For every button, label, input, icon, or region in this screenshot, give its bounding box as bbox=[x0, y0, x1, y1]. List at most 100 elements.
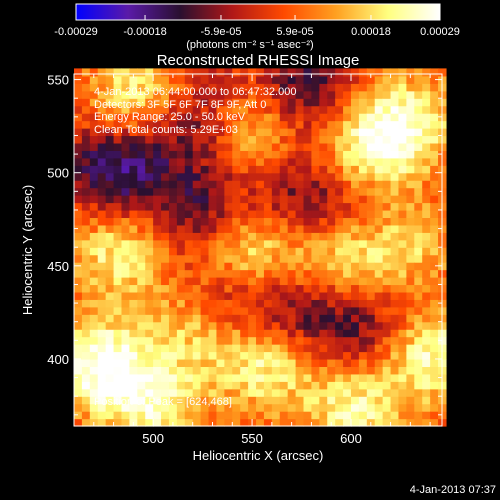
heatmap-cell bbox=[208, 277, 218, 286]
heatmap-cell bbox=[263, 120, 273, 129]
heatmap-cell bbox=[168, 396, 178, 405]
heatmap-cell bbox=[137, 90, 146, 99]
heatmap-cell bbox=[248, 247, 257, 256]
heatmap-cell bbox=[153, 128, 162, 137]
heatmap-cell bbox=[295, 388, 305, 397]
heatmap-cell bbox=[319, 98, 328, 107]
heatmap-cell bbox=[200, 403, 210, 412]
heatmap-cell bbox=[89, 180, 99, 189]
heatmap-cell bbox=[438, 68, 447, 77]
heatmap-cell bbox=[200, 105, 210, 114]
heatmap-cell bbox=[153, 232, 162, 241]
heatmap-cell bbox=[430, 113, 439, 122]
heatmap-cell bbox=[263, 224, 273, 233]
heatmap-cell bbox=[398, 209, 407, 219]
heatmap-cell bbox=[382, 247, 392, 256]
heatmap-cell bbox=[97, 209, 107, 219]
heatmap-cell bbox=[176, 299, 186, 308]
heatmap-cell bbox=[303, 142, 313, 151]
heatmap-cell bbox=[382, 232, 392, 241]
heatmap-cell bbox=[414, 128, 423, 137]
heatmap-cell bbox=[200, 202, 210, 211]
heatmap-cell bbox=[224, 105, 233, 114]
heatmap-cell bbox=[81, 217, 91, 226]
heatmap-cell bbox=[319, 403, 328, 412]
heatmap-cell bbox=[366, 269, 376, 278]
heatmap-cell bbox=[406, 262, 415, 271]
heatmap-cell bbox=[374, 105, 384, 114]
heatmap-cell bbox=[414, 239, 423, 248]
heatmap-cell bbox=[374, 388, 384, 397]
heatmap-cell bbox=[406, 366, 415, 375]
heatmap-cell bbox=[161, 98, 170, 107]
heatmap-cell bbox=[240, 105, 249, 114]
heatmap-cell bbox=[382, 344, 392, 353]
heatmap-cell bbox=[374, 187, 384, 196]
heatmap-cell bbox=[398, 396, 407, 405]
heatmap-cell bbox=[406, 128, 415, 137]
heatmap-cell bbox=[311, 202, 320, 211]
heatmap-cell bbox=[232, 291, 241, 300]
heatmap-cell bbox=[145, 128, 154, 137]
heatmap-cell bbox=[81, 165, 91, 174]
heatmap-cell bbox=[137, 403, 146, 412]
heatmap-cell bbox=[430, 411, 439, 420]
heatmap-cell bbox=[271, 418, 281, 427]
heatmap-cell bbox=[311, 262, 320, 271]
heatmap-cell bbox=[89, 142, 99, 151]
heatmap-cell bbox=[192, 388, 202, 397]
heatmap-cell bbox=[200, 306, 210, 315]
heatmap-cell bbox=[74, 284, 83, 293]
heatmap-cell bbox=[168, 187, 178, 196]
heatmap-cell bbox=[168, 195, 178, 204]
heatmap-cell bbox=[89, 232, 99, 241]
heatmap-cell bbox=[216, 113, 225, 122]
heatmap-cell bbox=[81, 150, 91, 159]
heatmap-cell bbox=[295, 105, 305, 114]
heatmap-cell bbox=[113, 83, 123, 92]
heatmap-cell bbox=[350, 277, 360, 286]
heatmap-cell bbox=[145, 403, 154, 412]
heatmap-cell bbox=[248, 388, 257, 397]
heatmap-cell bbox=[216, 418, 225, 427]
heatmap-cell bbox=[319, 262, 328, 271]
heatmap-cell bbox=[137, 105, 146, 114]
heatmap-cell bbox=[97, 358, 107, 367]
heatmap-cell bbox=[129, 113, 138, 122]
heatmap-cell bbox=[414, 299, 423, 308]
heatmap-cell bbox=[335, 187, 344, 196]
heatmap-cell bbox=[382, 98, 392, 107]
heatmap-cell bbox=[390, 202, 400, 211]
heatmap-cell bbox=[240, 180, 249, 189]
heatmap-cell bbox=[121, 105, 130, 114]
heatmap-cell bbox=[287, 284, 297, 293]
heatmap-cell bbox=[366, 262, 376, 271]
heatmap-cell bbox=[248, 98, 257, 107]
heatmap-cell bbox=[350, 195, 360, 204]
heatmap-cell bbox=[192, 128, 202, 137]
heatmap-cell bbox=[161, 165, 170, 174]
heatmap-cell bbox=[81, 98, 91, 107]
heatmap-cell bbox=[240, 262, 249, 271]
heatmap-cell bbox=[137, 373, 146, 382]
heatmap-cell bbox=[168, 336, 178, 345]
heatmap-cell bbox=[327, 157, 336, 166]
heatmap-cell bbox=[145, 247, 154, 256]
heatmap-cell bbox=[366, 120, 376, 129]
heatmap-cell bbox=[81, 142, 91, 151]
heatmap-cell bbox=[414, 217, 423, 226]
heatmap-cell bbox=[390, 68, 400, 77]
heatmap-cell bbox=[153, 299, 162, 308]
heatmap-cell bbox=[89, 135, 99, 144]
heatmap-cell bbox=[168, 217, 178, 226]
heatmap-cell bbox=[184, 247, 194, 256]
heatmap-cell bbox=[256, 358, 265, 367]
heatmap-cell bbox=[271, 284, 281, 293]
heatmap-cell bbox=[224, 98, 233, 107]
heatmap-cell bbox=[121, 381, 130, 390]
heatmap-cell bbox=[406, 239, 415, 248]
heatmap-cell bbox=[176, 373, 186, 382]
heatmap-cell bbox=[287, 269, 297, 278]
heatmap-cell bbox=[161, 254, 170, 263]
heatmap-cell bbox=[208, 381, 218, 390]
